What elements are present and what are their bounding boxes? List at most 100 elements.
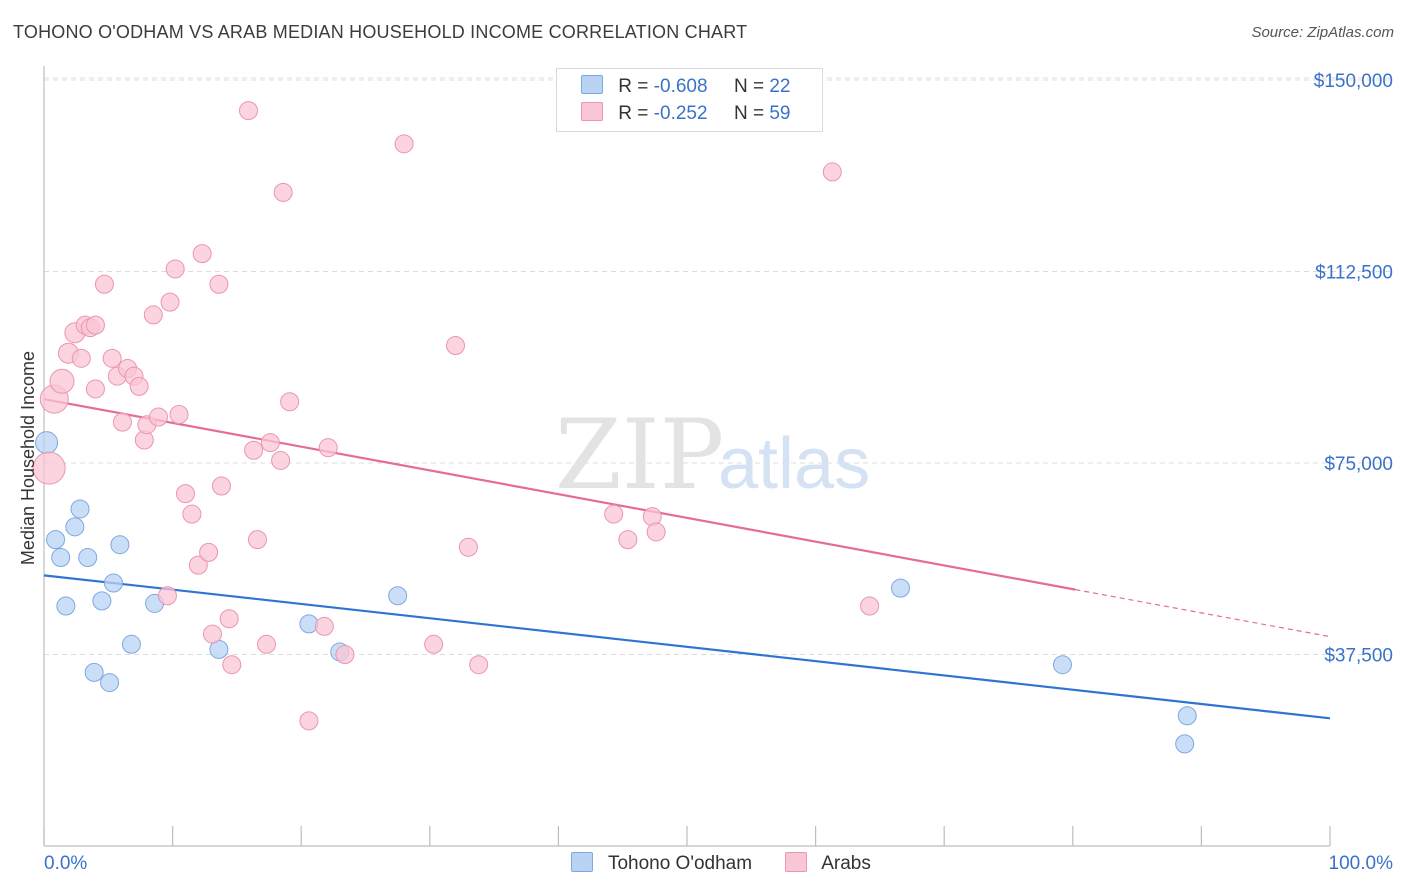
- legend-r-value: -0.252: [653, 103, 708, 124]
- arab-trend-line: [43, 398, 1076, 591]
- tohono-point: [35, 431, 59, 455]
- arab-point: [85, 315, 105, 335]
- tohono-point: [388, 586, 408, 606]
- arab-point: [175, 484, 195, 504]
- watermark: ZIP atlas: [555, 399, 870, 511]
- arab-point: [822, 162, 842, 182]
- arab-point: [49, 368, 75, 394]
- legend-r-value: -0.608: [653, 76, 708, 97]
- data-points: [32, 101, 1197, 754]
- legend-n-value: 22: [769, 76, 791, 97]
- tohono-point: [78, 547, 98, 567]
- arab-point: [32, 451, 66, 485]
- arab-point: [143, 305, 163, 325]
- y-tick-label: $75,000: [1324, 454, 1393, 475]
- bottom-legend-label: Arabs: [821, 853, 871, 874]
- bottom-legend-tohono: Tohono O'odham: [571, 852, 752, 875]
- tohono-point: [92, 591, 112, 611]
- tohono-point: [121, 634, 141, 654]
- tohono-point: [84, 662, 104, 682]
- arab-point: [129, 376, 149, 396]
- gridlines: [44, 77, 1392, 655]
- tohono-point: [65, 517, 85, 537]
- legend-swatch-pink: [581, 102, 603, 121]
- arab-point: [94, 274, 114, 294]
- tohono-point: [890, 578, 910, 598]
- tohono-point: [51, 547, 71, 567]
- legend-r-label: R =: [618, 76, 649, 97]
- arab-point: [256, 634, 276, 654]
- arab-point: [299, 711, 319, 731]
- arab-point: [238, 101, 258, 121]
- y-tick-label: $150,000: [1314, 71, 1393, 92]
- arab-point: [260, 433, 280, 453]
- watermark-zip: ZIP: [555, 399, 724, 511]
- tohono-point: [100, 673, 120, 693]
- tohono-point: [1177, 706, 1197, 726]
- arab-point: [209, 274, 229, 294]
- legend-swatch-pink: [785, 852, 807, 872]
- tohono-point: [110, 535, 130, 555]
- tohono-trend-line: [43, 574, 1331, 720]
- arab-point: [244, 440, 264, 460]
- tohono-point: [103, 573, 123, 593]
- arab-point: [618, 530, 638, 550]
- arab-point: [148, 407, 168, 427]
- arab-point: [202, 624, 222, 644]
- x-tick-label-start: 0.0%: [44, 853, 87, 874]
- arab-point: [157, 586, 177, 606]
- bottom-legend-arabs: Arabs: [785, 852, 871, 875]
- arab-point: [211, 476, 231, 496]
- arab-point: [273, 182, 293, 202]
- arab-point: [458, 537, 478, 557]
- arab-point: [160, 292, 180, 312]
- arab-point: [860, 596, 880, 616]
- tick-labels: $37,500 $75,000 $112,500 $150,000 0.0% 100.0%: [44, 71, 1393, 874]
- y-tick-label: $37,500: [1324, 646, 1393, 667]
- legend-n-label: N =: [733, 76, 765, 97]
- legend-n-label: N =: [733, 103, 765, 124]
- arab-point: [71, 348, 91, 368]
- legend-swatch-blue: [571, 852, 593, 872]
- tohono-point: [46, 530, 66, 550]
- legend-swatch-blue: [581, 75, 603, 94]
- arab-point: [182, 504, 202, 524]
- arab-point: [199, 542, 219, 562]
- arab-point: [192, 244, 212, 264]
- arab-point: [394, 134, 414, 154]
- arab-point: [604, 504, 624, 524]
- tohono-point: [56, 596, 76, 616]
- trend-lines: [43, 398, 1331, 720]
- arab-point: [424, 634, 444, 654]
- arab-point: [271, 450, 291, 470]
- tohono-point: [1053, 655, 1073, 675]
- arab-point: [247, 530, 267, 550]
- arab-point: [335, 645, 355, 664]
- legend-row-tohono: R = -0.608 N = 22: [581, 75, 790, 99]
- arab-point: [318, 438, 338, 458]
- arab-point: [222, 655, 242, 675]
- arab-point: [280, 392, 300, 412]
- arab-point: [85, 379, 105, 399]
- bottom-legend-label: Tohono O'odham: [607, 853, 753, 874]
- arab-point: [446, 336, 466, 356]
- legend-r-label: R =: [618, 103, 649, 124]
- arab-point: [314, 616, 334, 636]
- arab-point: [188, 555, 208, 575]
- legend-n-value: 59: [769, 103, 791, 124]
- legend-row-arabs: R = -0.252 N = 59: [581, 102, 790, 126]
- y-axis-label: Median Household Income: [18, 351, 38, 565]
- x-tick-label-end: 100.0%: [1329, 853, 1394, 874]
- arab-point: [169, 404, 189, 424]
- correlation-legend: R = -0.608 N = 22 R = -0.252 N = 59: [556, 68, 823, 132]
- arab-point: [102, 348, 122, 368]
- source-label: Source: ZipAtlas.com: [1251, 24, 1394, 41]
- arab-point: [165, 259, 185, 279]
- arab-point: [112, 412, 132, 432]
- arab-trend-extension: [1075, 589, 1331, 638]
- arab-point: [219, 609, 239, 629]
- tohono-point: [70, 499, 90, 519]
- watermark-atlas: atlas: [718, 424, 870, 504]
- tohono-point: [1175, 734, 1195, 754]
